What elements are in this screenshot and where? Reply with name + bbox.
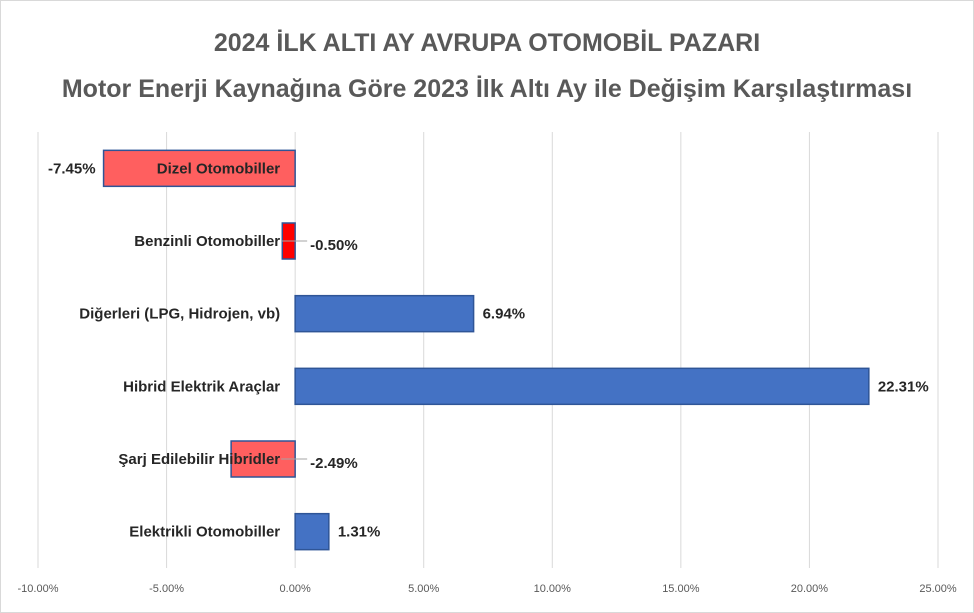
x-tick-label: 20.00% <box>791 583 829 595</box>
category-label: Elektrikli Otomobiller <box>129 524 280 541</box>
bars <box>102 149 870 551</box>
x-tick-label: 15.00% <box>662 583 700 595</box>
bar <box>102 149 296 188</box>
category-label: Benzinli Otomobiller <box>134 233 280 250</box>
data-label: -2.49% <box>310 455 358 472</box>
x-tick-label: 5.00% <box>408 583 439 595</box>
bar <box>294 512 330 551</box>
category-label: Hibrid Elektrik Araçlar <box>123 378 280 395</box>
x-tick-label: 0.00% <box>280 583 311 595</box>
bar <box>294 367 870 406</box>
x-tick-label: -10.00% <box>18 583 59 595</box>
data-labels: -7.45% -0.50% 6.94% 22.31% -2.49% 1.31% <box>48 160 929 540</box>
category-label: Dizel Otomobiller <box>157 160 281 177</box>
data-label: -0.50% <box>310 237 358 254</box>
chart-subtitle: Motor Enerji Kaynağına Göre 2023 İlk Alt… <box>62 75 912 103</box>
x-tick-label: 10.00% <box>534 583 572 595</box>
x-tick-label: 25.00% <box>919 583 957 595</box>
category-labels: Dizel Otomobiller Benzinli Otomobiller Diğ… <box>79 160 280 540</box>
x-axis-tick-labels: -10.00% -5.00% 0.00% 5.00% 10.00% 15.00% 20.00… <box>18 583 957 595</box>
gridlines <box>37 132 939 568</box>
data-label: 6.94% <box>483 306 526 323</box>
category-label: Şarj Edilebilir Hibridler <box>118 451 280 468</box>
data-label: 1.31% <box>338 524 381 541</box>
category-label: Diğerleri (LPG, Hidrojen, vb) <box>79 306 280 323</box>
data-label: 22.31% <box>878 378 929 395</box>
data-label: -7.45% <box>48 160 96 177</box>
bar <box>294 294 475 333</box>
chart-title: 2024 İLK ALTI AY AVRUPA OTOMOBİL PAZARI <box>214 29 760 57</box>
x-tick-label: -5.00% <box>149 583 184 595</box>
